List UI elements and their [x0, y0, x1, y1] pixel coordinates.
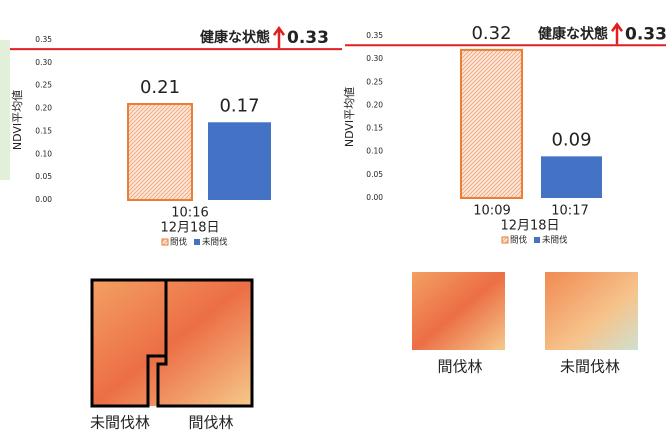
y-tick-label: 0.30 [35, 58, 52, 67]
side-fragment [0, 40, 10, 180]
y-tick-label: 0.35 [35, 35, 52, 44]
threshold-value: 0.33 [625, 24, 666, 44]
photo-caption: 間伐林 [437, 358, 482, 376]
y-axis-label: NDVI平均値 [11, 90, 24, 150]
value-label: 0.17 [219, 95, 259, 116]
y-tick-label: 0.10 [35, 149, 52, 158]
y-tick-label: 0.05 [366, 170, 383, 179]
photo-caption: 未間伐林 [90, 414, 150, 432]
legend-swatch [162, 239, 168, 245]
photo [545, 272, 638, 350]
x-tick-label: 10:17 [551, 204, 588, 219]
y-tick-label: 0.20 [35, 104, 52, 113]
legend-swatch [502, 237, 508, 243]
y-tick-label: 0.20 [366, 100, 383, 109]
threshold-arrow [274, 28, 284, 48]
legend-label: 間伐 [510, 235, 528, 246]
y-axis-label: NDVI平均値 [343, 87, 356, 147]
group-label: 12月18日 [160, 221, 219, 236]
bar [128, 104, 192, 200]
x-tick-label: 10:09 [473, 204, 510, 219]
group-label: 12月18日 [500, 219, 559, 234]
legend-label: 未間伐 [542, 235, 568, 246]
screenshot: 未間伐林 間伐林 間伐林 未間伐林 0.00 0.05 0.10 0.15 0.20 0.… [0, 0, 666, 432]
y-tick-label: 0.05 [35, 172, 52, 181]
photo-caption: 間伐林 [188, 414, 233, 432]
legend-label: 間伐 [170, 237, 188, 248]
x-tick-label: 10:16 [171, 206, 208, 221]
y-tick-label: 0.10 [366, 147, 383, 156]
value-label: 0.21 [140, 77, 180, 98]
value-label: 0.09 [551, 129, 591, 150]
photo [92, 280, 252, 406]
y-tick-label: 0.35 [366, 31, 383, 40]
y-tick-label: 0.25 [35, 81, 52, 90]
bar [541, 156, 602, 198]
legend-swatch [194, 239, 200, 245]
bar [208, 122, 271, 200]
photo [412, 272, 505, 350]
photo-caption: 未間伐林 [560, 358, 620, 376]
legend-label: 未間伐 [202, 237, 228, 248]
legend-swatch [534, 237, 540, 243]
threshold-arrow [612, 24, 622, 44]
y-tick-label: 0.15 [366, 124, 383, 133]
threshold-label: 健康な状態 [200, 29, 270, 46]
value-label: 0.32 [471, 23, 511, 44]
threshold-label: 健康な状態 [538, 25, 608, 42]
y-tick-label: 0.30 [366, 54, 383, 63]
y-tick-label: 0.25 [366, 77, 383, 86]
y-tick-label: 0.00 [35, 195, 52, 204]
y-tick-label: 0.15 [35, 126, 52, 135]
threshold-value: 0.33 [287, 28, 329, 48]
y-tick-label: 0.00 [366, 193, 383, 202]
bar [461, 50, 522, 198]
